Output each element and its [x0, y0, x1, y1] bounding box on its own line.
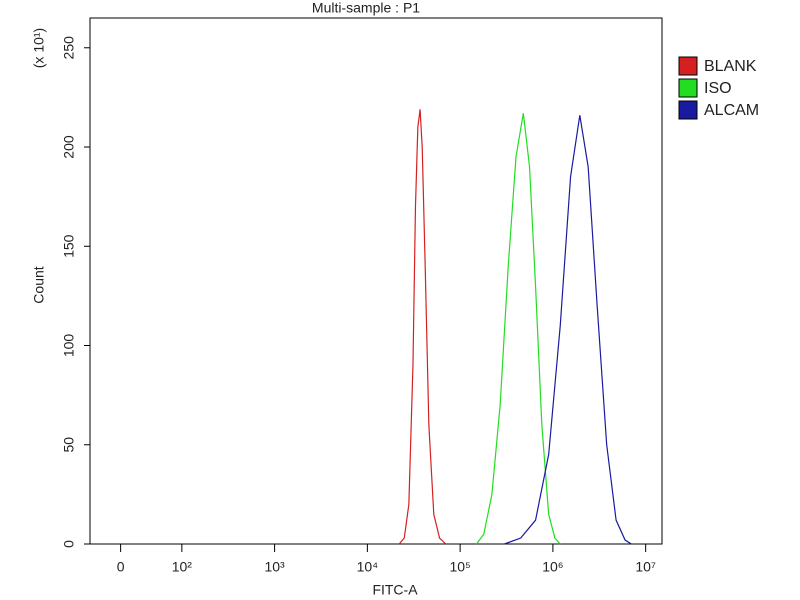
y-tick-label: 200	[61, 135, 77, 159]
x-tick-label: 10⁴	[357, 559, 379, 575]
y-tick-label: 150	[61, 234, 77, 258]
legend-swatch	[678, 56, 698, 76]
y-tick-label: 0	[61, 540, 77, 548]
x-axis-label: FITC-A	[372, 582, 418, 598]
legend-swatch	[678, 78, 698, 98]
x-tick-label: 10²	[172, 559, 193, 575]
legend-label: BLANK	[704, 58, 757, 75]
histogram-line	[398, 109, 447, 545]
histogram-line	[504, 115, 632, 545]
y-tick-label: 250	[61, 36, 77, 60]
legend-swatch	[678, 100, 698, 120]
chart-title: Multi-sample : P1	[312, 0, 420, 16]
legend-label: ISO	[704, 80, 732, 97]
x-tick-label: 10⁵	[449, 559, 470, 575]
legend-label: ALCAM	[704, 102, 759, 119]
y-multiplier: (x 10¹)	[31, 28, 47, 68]
plot-frame	[89, 17, 663, 545]
histogram-line	[475, 113, 561, 545]
x-tick-label: 10³	[264, 559, 285, 575]
x-tick-label: 10⁷	[635, 559, 656, 575]
y-tick-label: 50	[61, 437, 77, 453]
x-tick-label: 10⁶	[542, 559, 563, 575]
y-axis-label: Count	[31, 266, 47, 303]
y-tick-label: 100	[61, 334, 77, 358]
x-tick-label: 0	[117, 559, 125, 575]
